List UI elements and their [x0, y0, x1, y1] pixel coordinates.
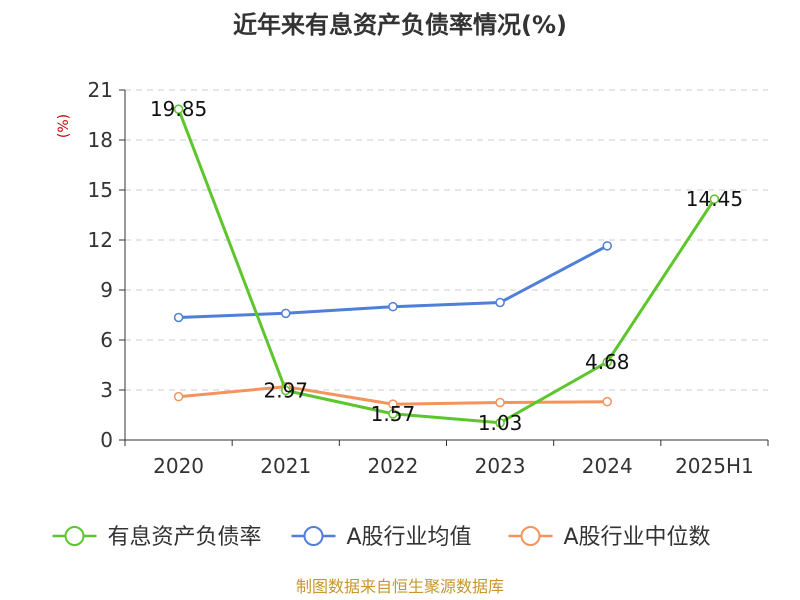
x-tick-label: 2021 — [260, 454, 311, 478]
legend: 有息资产负债率 A股行业均值 A股行业中位数 — [52, 525, 711, 550]
series-point — [495, 418, 505, 428]
series-point — [495, 397, 505, 408]
y-axis-label: (%) — [56, 114, 72, 138]
y-tick-label: 0 — [100, 428, 113, 452]
series — [173, 104, 720, 428]
x-tick-label: 2020 — [153, 454, 204, 478]
series-line — [177, 108, 716, 425]
data-label: 2.97 — [263, 379, 308, 403]
y-tick-label: 6 — [100, 328, 113, 352]
series-point — [388, 399, 398, 409]
series-point — [173, 104, 184, 114]
data-label: 14.45 — [686, 187, 743, 211]
series-point — [602, 241, 612, 251]
legend-swatch-marker — [520, 526, 541, 546]
legend-label: A股行业中位数 — [564, 525, 711, 550]
series-point — [495, 297, 505, 308]
data-label: 1.57 — [371, 402, 416, 426]
series-point — [281, 308, 291, 319]
data-label: 1.03 — [478, 411, 523, 435]
legend-swatch-marker — [303, 526, 324, 546]
x-tick-label: 2025H1 — [675, 454, 754, 478]
data-label: 4.68 — [585, 350, 630, 374]
series-point — [388, 301, 398, 312]
y-tick-label: 9 — [100, 278, 113, 302]
y-tick-label: 18 — [88, 128, 113, 152]
gridlines — [125, 89, 768, 391]
legend-label: 有息资产负债率 — [108, 525, 262, 550]
x-tick-label: 2023 — [475, 454, 526, 478]
x-tick-label: 2022 — [367, 454, 418, 478]
y-tick-label: 3 — [100, 378, 113, 402]
source-note: 制图数据来自恒生聚源数据库 — [296, 577, 504, 596]
series-point — [388, 409, 398, 419]
axes: 0 3 6 9 12 15 18 21 2020 2021 2022 2023 2024 2025H1 — [88, 78, 769, 478]
legend-label: A股行业均值 — [347, 525, 472, 550]
y-tick-label: 12 — [88, 228, 113, 252]
legend-swatch-marker — [64, 526, 85, 546]
series-point — [173, 312, 184, 323]
series-point — [602, 357, 612, 367]
series-point — [709, 194, 720, 204]
y-tick-label: 15 — [88, 178, 113, 202]
series-point — [602, 396, 612, 407]
y-tick-label: 21 — [88, 78, 113, 102]
series-point — [281, 385, 291, 396]
chart-title: 近年来有息资产负债率情况(%) — [233, 11, 567, 39]
data-label: 19.85 — [150, 97, 207, 121]
series-point — [173, 391, 184, 402]
x-tick-label: 2024 — [582, 454, 633, 478]
data-labels: 19.85 2.97 1.57 1.03 4.68 14.45 — [150, 97, 743, 435]
